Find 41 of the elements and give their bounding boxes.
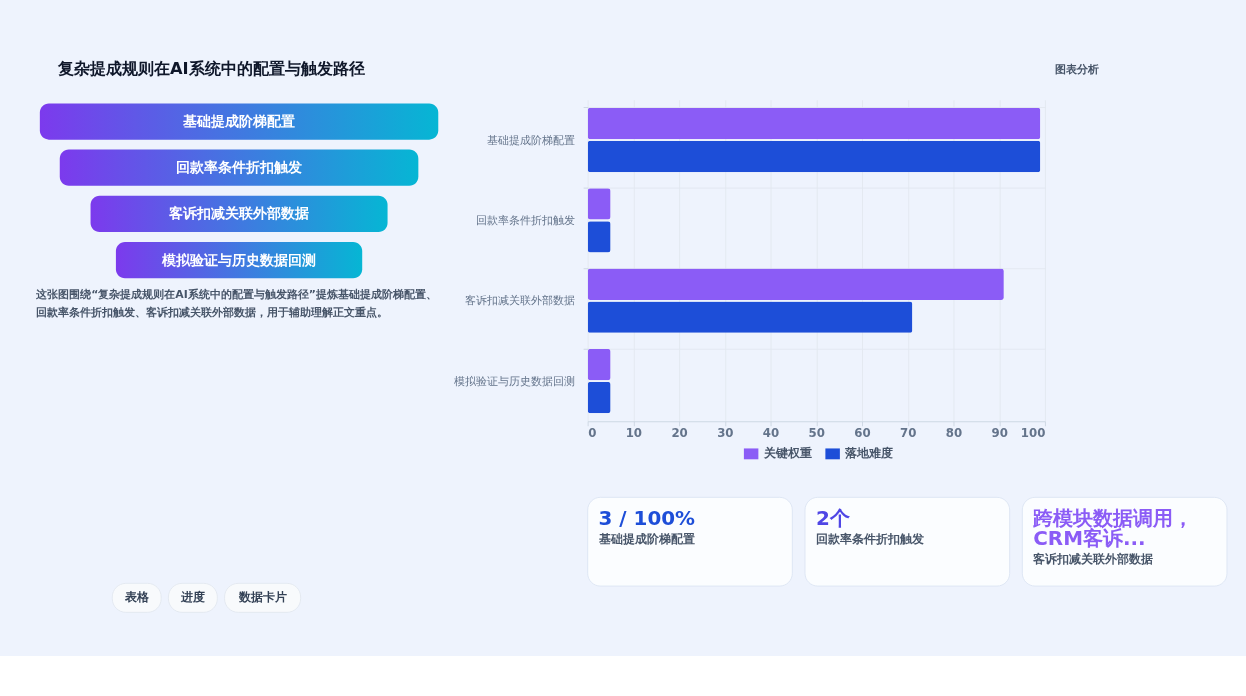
- text: 2个: [815, 507, 850, 531]
- x-tick-label: 50: [808, 426, 825, 441]
- text: 数据卡片: [237, 590, 287, 605]
- x-tick-label: 0: [588, 426, 597, 441]
- text: 表格: [123, 590, 150, 605]
- bar: [587, 301, 913, 333]
- bar: [587, 268, 1004, 300]
- bar: [587, 348, 611, 381]
- y-tick-label: 模拟验证与历史数据回测: [453, 374, 575, 388]
- text: 模拟验证与历史数据回测: [161, 251, 317, 268]
- x-tick-label: 20: [671, 426, 688, 441]
- x-tick-label: 80: [945, 426, 963, 441]
- x-tick-label: 10: [625, 426, 643, 441]
- text: 图表分析: [1055, 62, 1100, 76]
- bar: [587, 107, 1041, 140]
- text: 客诉扣减关联外部数据: [1032, 551, 1154, 566]
- bar: [587, 188, 611, 220]
- y-tick-label: 基础提成阶梯配置: [486, 133, 575, 147]
- x-tick-label: 60: [854, 426, 871, 441]
- x-tick-label: 70: [900, 426, 917, 441]
- text: 复杂提成规则在AI系统中的配置与触发路径: [56, 58, 365, 78]
- x-tick-label: 90: [991, 426, 1008, 441]
- bar: [587, 140, 1041, 173]
- bar: [587, 221, 611, 253]
- text: 3 / 100%: [598, 507, 696, 531]
- bar: [587, 381, 611, 414]
- text: 基础提成阶梯配置: [182, 113, 296, 130]
- legend-label: 关键权重: [762, 446, 812, 461]
- text: 进度: [179, 590, 205, 605]
- x-tick-label: 30: [717, 426, 734, 441]
- y-tick-label: 客诉扣减关联外部数据: [464, 294, 575, 308]
- y-tick-label: 回款率条件折扣触发: [475, 213, 575, 227]
- x-tick-label: 40: [762, 426, 780, 441]
- text: 基础提成阶梯配置: [597, 531, 695, 546]
- legend-label: 落地难度: [844, 446, 894, 461]
- text: 回款率条件折扣触发: [815, 531, 924, 546]
- text: 跨模块数据调用，CRM客诉...: [1032, 507, 1194, 551]
- x-tick-label: 100: [1020, 426, 1046, 441]
- text: 回款率条件折扣触发: [176, 159, 303, 176]
- text: 客诉扣减关联外部数据: [168, 205, 310, 222]
- text: 这张图围绕“复杂提成规则在AI系统中的配置与触发路径”提炼基础提成阶梯配置、回款率条件折扣触发、客诉扣减关联外部数据，用于辅助理解正文重点。: [35, 288, 437, 320]
